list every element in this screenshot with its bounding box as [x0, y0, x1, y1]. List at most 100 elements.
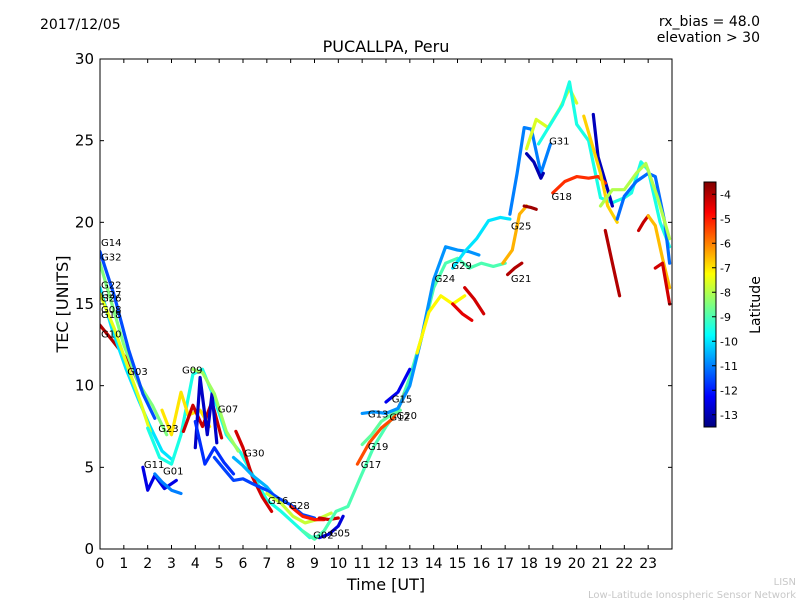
- x-tick-label: 20: [568, 556, 586, 572]
- y-tick-label: 10: [75, 377, 94, 395]
- satellite-track-2: [100, 250, 157, 420]
- satellite-label-g23: G23: [158, 424, 178, 435]
- satellite-label-g18: G18: [551, 192, 571, 203]
- x-tick-label: 10: [329, 556, 347, 572]
- y-tick-label: 20: [75, 213, 94, 231]
- colorbar-tick-label: -12: [720, 384, 738, 397]
- x-tick-label: 3: [167, 556, 176, 572]
- x-tick-label: 8: [286, 556, 295, 572]
- satellite-label-g21: G21: [511, 274, 531, 285]
- date-label: 2017/12/05: [40, 17, 121, 33]
- rx-bias-label: rx_bias = 48.0: [658, 14, 760, 30]
- satellite-label-g28: G28: [289, 501, 309, 512]
- chart-title: PUCALLPA, Peru: [322, 37, 450, 56]
- x-axis-label: Time [UT]: [346, 575, 425, 594]
- satellite-track-19: [317, 514, 345, 540]
- colorbar-tick-label: -6: [720, 237, 731, 250]
- bias-info: rx_bias = 48.0 elevation > 30: [657, 14, 760, 46]
- footer-lisn: LISN: [773, 577, 796, 588]
- x-tick-label: 15: [449, 556, 467, 572]
- satellite-track-10: [193, 375, 219, 450]
- colorbar-tick-label: -10: [720, 335, 738, 348]
- footer: LISN Low-Latitude Ionospheric Sensor Net…: [588, 576, 796, 602]
- satellite-label-g20: G20: [397, 411, 417, 422]
- y-tick-label: 0: [84, 540, 94, 558]
- satellite-label-g18: G18: [101, 310, 121, 321]
- y-tick-label: 30: [75, 50, 94, 68]
- colorbar-tick-label: -13: [720, 409, 738, 422]
- satellite-track-33: [524, 152, 545, 180]
- satellite-label-g01: G01: [163, 467, 183, 478]
- x-tick-label: 21: [592, 556, 610, 572]
- satellite-track-8: [160, 390, 212, 437]
- satellite-label-g05: G05: [330, 529, 350, 540]
- x-tick-label: 22: [615, 556, 633, 572]
- x-tick-label: 19: [544, 556, 562, 572]
- colorbar-tick-label: -4: [720, 188, 731, 201]
- y-axis-label: TEC [UNITS]: [53, 256, 72, 354]
- satellite-label-g19: G19: [368, 442, 388, 453]
- x-tick-label: 13: [401, 556, 419, 572]
- x-tick-label: 2: [143, 556, 152, 572]
- colorbar-tick-label: -11: [720, 360, 738, 373]
- satellite-track-6: [153, 472, 183, 496]
- satellite-label-g30: G30: [244, 449, 264, 460]
- x-tick-label: 11: [353, 556, 371, 572]
- satellite-track-43: [646, 214, 672, 290]
- satellite-label-g08: G08: [101, 305, 121, 316]
- satellite-track-44: [653, 261, 672, 306]
- satellite-label-g09: G09: [182, 365, 202, 376]
- satellite-label-g24: G24: [435, 274, 455, 285]
- satellite-track-11: [191, 367, 240, 453]
- x-tick-label: 18: [520, 556, 538, 572]
- x-tick-label: 7: [262, 556, 271, 572]
- satellite-label-g10: G10: [101, 329, 121, 340]
- colorbar-label: Latitude: [748, 276, 764, 334]
- x-tick-label: 17: [496, 556, 514, 572]
- y-tick-label: 25: [75, 132, 94, 150]
- x-tick-label: 1: [119, 556, 128, 572]
- x-tick-label: 23: [639, 556, 657, 572]
- x-axis: 0 1 2 3 4 5 6 7 8 9 10 11 12 13 14 15 16 17 18 19 20 21 22 23: [96, 59, 657, 572]
- satellite-label-g15: G15: [392, 395, 412, 406]
- x-tick-label: 14: [425, 556, 443, 572]
- satellite-track-24: [384, 367, 412, 404]
- satellite-track-32: [508, 125, 553, 216]
- footer-network: Low-Latitude Ionospheric Sensor Network: [588, 590, 796, 601]
- satellite-label-g26: G26: [101, 293, 121, 304]
- satellite-track-4: [100, 292, 152, 433]
- colorbar-tick-label: -5: [720, 213, 731, 226]
- x-tick-label: 0: [96, 556, 105, 572]
- satellite-label-g11: G11: [144, 460, 164, 471]
- y-tick-label: 15: [75, 295, 94, 313]
- plot-frame: [99, 58, 673, 550]
- satellite-track-26: [451, 302, 474, 322]
- satellite-track-12: [193, 420, 236, 476]
- satellite-label-g25: G25: [511, 222, 531, 233]
- satellite-label-g03: G03: [127, 367, 147, 378]
- x-tick-label: 5: [215, 556, 224, 572]
- satellite-track-37: [551, 175, 607, 195]
- satellite-label-g07: G07: [218, 405, 238, 416]
- x-tick-label: 12: [377, 556, 395, 572]
- colorbar-tick-label: -8: [720, 286, 731, 299]
- x-tick-label: 9: [310, 556, 319, 572]
- y-axis: 0 5 10 15 20 25 30: [75, 50, 672, 558]
- satellite-label-g12: G12: [389, 413, 409, 424]
- satellite-track-41: [598, 161, 672, 241]
- satellite-label-g02: G02: [313, 530, 333, 541]
- satellite-track-28: [451, 215, 512, 270]
- satellite-track-30: [501, 204, 529, 265]
- satellite-track-42: [636, 214, 650, 233]
- satellite-track-31: [522, 204, 538, 211]
- satellite-label-g16: G16: [268, 496, 288, 507]
- satellite-track-29: [506, 261, 524, 277]
- satellite-label-g31: G31: [549, 137, 569, 148]
- satellite-track-18: [317, 516, 340, 522]
- satellite-track-38: [582, 114, 619, 224]
- series-layer: [100, 80, 672, 541]
- satellite-label-g22: G22: [101, 280, 121, 291]
- colorbar-tick-label: -7: [720, 262, 731, 275]
